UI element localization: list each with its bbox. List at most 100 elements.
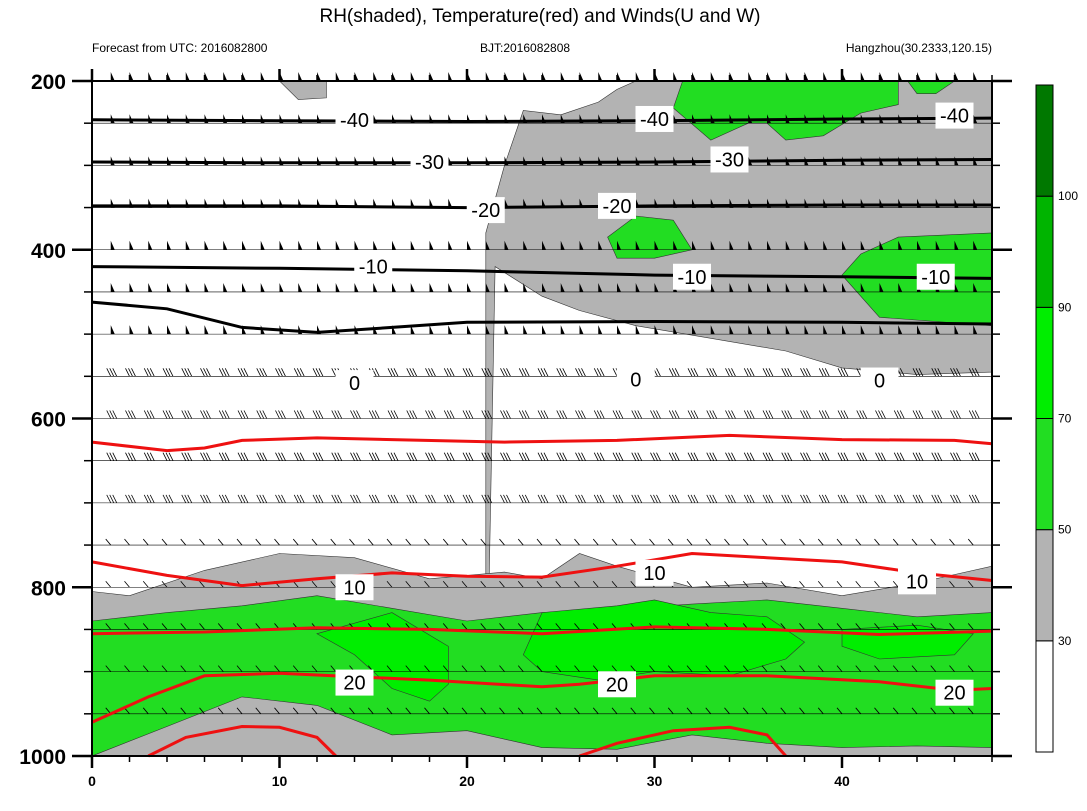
wind-barb bbox=[912, 494, 924, 504]
wind-barb bbox=[761, 665, 768, 672]
wind-barb bbox=[917, 325, 921, 335]
wind-barb bbox=[654, 240, 659, 250]
wind-barb bbox=[611, 538, 618, 546]
wind-barb bbox=[406, 452, 418, 461]
wind-barb bbox=[185, 240, 190, 250]
contour-label-6-2: 10 bbox=[906, 571, 928, 593]
wind-barb bbox=[950, 452, 961, 461]
wind-barb bbox=[973, 240, 978, 250]
colorbar-tick-label: 30 bbox=[1058, 634, 1072, 648]
wind-barb bbox=[410, 198, 415, 208]
wind-barb bbox=[181, 368, 193, 377]
wind-barb bbox=[236, 538, 243, 546]
wind-barb bbox=[950, 410, 961, 419]
wind-barb bbox=[893, 452, 905, 461]
wind-barb bbox=[274, 538, 280, 546]
wind-barb bbox=[406, 410, 418, 419]
wind-barb bbox=[143, 368, 155, 377]
contour-label-0-2: -40 bbox=[940, 106, 969, 128]
wind-barb bbox=[800, 410, 811, 419]
wind-barb bbox=[743, 452, 755, 461]
wind-barb bbox=[105, 623, 112, 630]
wind-barb bbox=[124, 580, 130, 588]
wind-barb bbox=[748, 325, 753, 335]
wind-barb bbox=[967, 707, 974, 715]
wind-barb bbox=[748, 72, 753, 81]
wind-barb bbox=[555, 665, 562, 672]
wind-barb bbox=[105, 538, 112, 546]
wind-barb bbox=[162, 368, 174, 377]
wind-barb bbox=[911, 665, 918, 672]
wind-barb bbox=[467, 240, 471, 250]
contour-label-bg bbox=[410, 149, 449, 175]
wind-barb bbox=[649, 538, 655, 546]
wind-barb bbox=[799, 665, 805, 672]
wind-barb bbox=[242, 240, 246, 250]
wind-barb bbox=[110, 72, 115, 81]
wind-barb bbox=[260, 240, 265, 250]
wind-barb bbox=[161, 538, 168, 546]
wind-barb bbox=[350, 494, 361, 504]
wind-barb bbox=[504, 240, 509, 250]
wind-barb bbox=[930, 623, 937, 630]
wind-barb bbox=[504, 72, 509, 81]
wind-barb bbox=[743, 410, 755, 419]
wind-barb bbox=[592, 580, 599, 588]
wind-barb bbox=[725, 494, 736, 504]
wind-barb bbox=[330, 538, 337, 546]
wind-barb bbox=[800, 452, 811, 461]
wind-barb bbox=[292, 538, 299, 546]
wind-barb bbox=[256, 452, 268, 461]
wind-barb bbox=[500, 452, 511, 461]
wind-barb bbox=[429, 282, 434, 292]
wind-barb bbox=[612, 410, 624, 419]
wind-barb bbox=[673, 240, 678, 250]
contour-label-4-0: 0 bbox=[349, 373, 360, 395]
wind-barb bbox=[200, 452, 211, 461]
wind-barb bbox=[935, 240, 940, 250]
wind-barb bbox=[967, 538, 974, 546]
wind-barb bbox=[204, 240, 209, 250]
wind-barb bbox=[804, 325, 809, 335]
wind-barb bbox=[236, 707, 243, 715]
wind-barb bbox=[242, 72, 246, 81]
wind-barb bbox=[593, 452, 605, 461]
wind-barb bbox=[237, 368, 249, 377]
wind-barb bbox=[911, 538, 918, 546]
colorbar: 30 50 70 90 100 bbox=[1035, 84, 1078, 753]
wind-barb bbox=[499, 665, 505, 672]
wind-barb bbox=[448, 240, 453, 250]
contour-line-5 bbox=[91, 433, 993, 453]
wind-barb bbox=[311, 580, 318, 588]
wind-barb bbox=[592, 707, 599, 715]
wind-barb bbox=[574, 707, 580, 715]
rh-green-upper-1 bbox=[672, 81, 899, 141]
wind-barb bbox=[556, 452, 568, 461]
wind-barb bbox=[542, 325, 546, 335]
wind-barb bbox=[574, 580, 580, 588]
wind-barb bbox=[237, 410, 249, 419]
colorbar-bin bbox=[1035, 418, 1054, 531]
wind-barb bbox=[875, 494, 886, 504]
wind-barb bbox=[518, 452, 530, 461]
wind-barb bbox=[743, 494, 755, 504]
contour-label-4-2: 0 bbox=[874, 371, 885, 393]
wind-barb bbox=[424, 665, 430, 672]
wind-barb bbox=[480, 707, 487, 715]
colorbar-tick-label: 50 bbox=[1058, 523, 1072, 537]
wind-barb bbox=[386, 665, 393, 672]
wind-barb bbox=[892, 538, 899, 546]
wind-barb bbox=[481, 452, 493, 461]
wind-barb bbox=[106, 494, 118, 504]
wind-barb bbox=[181, 494, 193, 504]
wind-barb bbox=[429, 240, 434, 250]
wind-barb bbox=[837, 368, 849, 377]
wind-barb bbox=[950, 494, 961, 504]
wind-barb bbox=[892, 623, 899, 630]
wind-barb bbox=[930, 665, 937, 672]
contour-label-bg bbox=[635, 105, 674, 132]
wind-barb bbox=[537, 410, 549, 419]
contour-label-bg bbox=[335, 669, 374, 696]
contour-label-bg bbox=[466, 197, 505, 224]
